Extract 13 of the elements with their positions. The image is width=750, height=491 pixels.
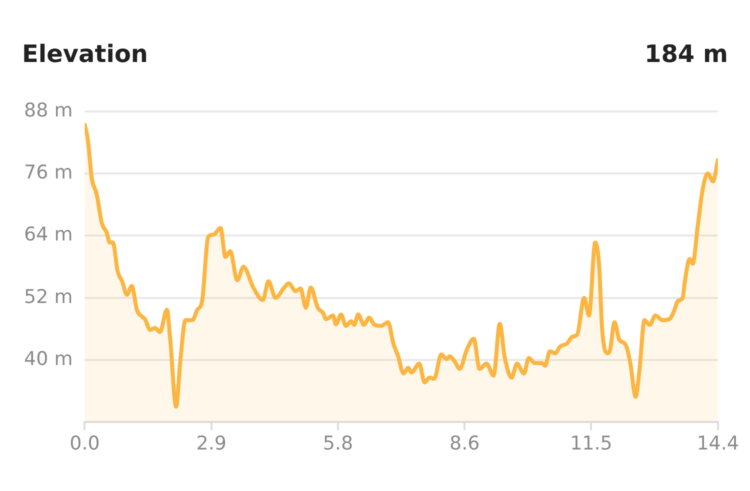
x-tick-label: 8.6	[449, 432, 480, 455]
x-tick-label: 14.4	[696, 432, 740, 455]
x-tick-label: 0.0	[70, 432, 100, 455]
text: 184 m	[644, 40, 728, 68]
y-tick-label: 76 m	[24, 161, 73, 184]
x-tick-label: 11.5	[570, 432, 612, 455]
y-tick-label: 52 m	[24, 286, 73, 308]
x-tick-label: 5.8	[322, 432, 354, 455]
chart-title: Elevation	[22, 40, 148, 68]
x-tick-label: 2.9	[196, 432, 226, 455]
y-tick-label: 64 m	[24, 224, 73, 246]
y-tick-label: 40 m	[24, 348, 73, 370]
y-tick-label: 88 m	[24, 99, 73, 122]
